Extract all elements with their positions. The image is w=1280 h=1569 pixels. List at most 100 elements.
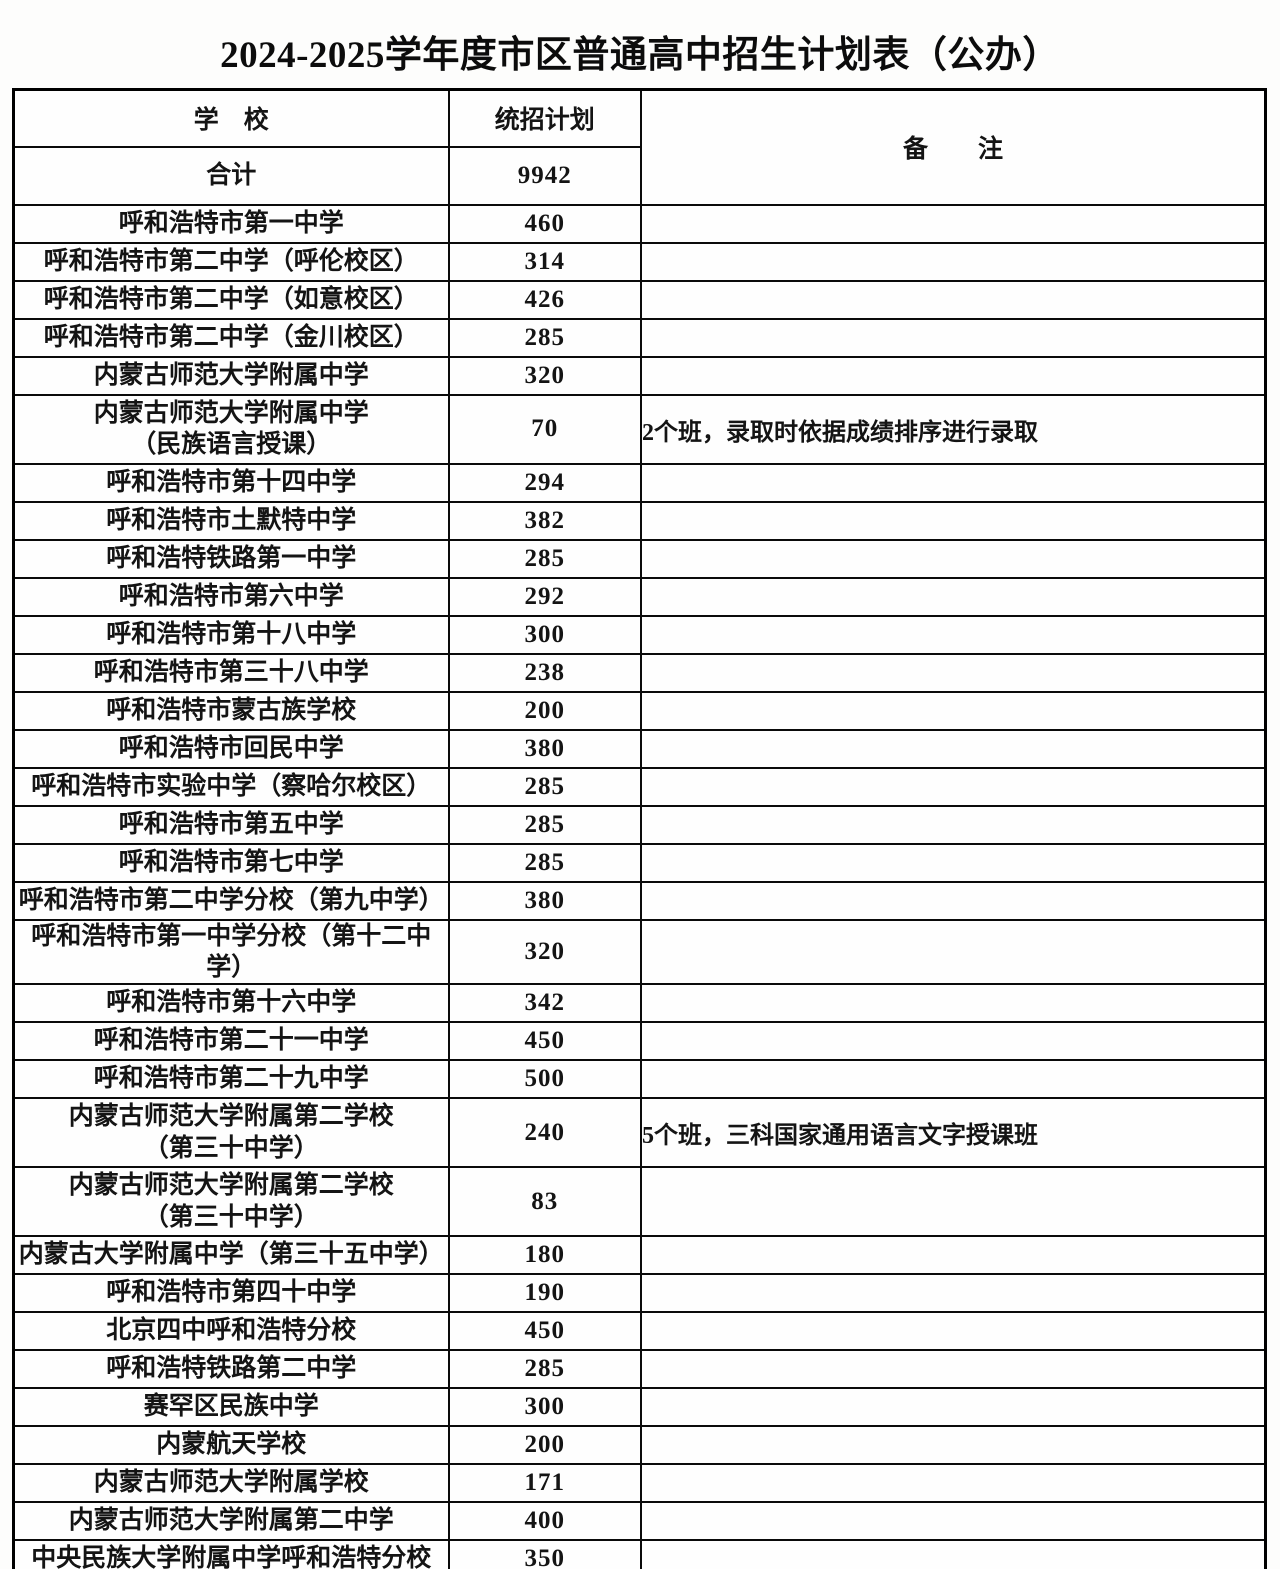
table-row: 呼和浩特市第一中学分校（第十二中学） 320 xyxy=(12,918,1267,985)
table-row: 内蒙古师范大学附属第二学校 （第三十中学） 240 5个班，三科国家通用语言文字… xyxy=(12,1097,1267,1168)
plan-count-cell: 190 xyxy=(447,1273,642,1313)
school-name-cell: 呼和浩特铁路第二中学 xyxy=(12,1349,450,1389)
remark-cell xyxy=(639,576,1267,617)
school-name-cell: 内蒙古师范大学附属学校 xyxy=(12,1463,450,1503)
table-row: 呼和浩特市蒙古族学校 200 xyxy=(12,690,1267,731)
remark-cell xyxy=(639,500,1267,541)
remark-cell xyxy=(639,1539,1267,1569)
plan-count-cell: 180 xyxy=(447,1235,642,1275)
school-name-cell: 内蒙古师范大学附属中学 xyxy=(12,355,450,396)
school-name: 北京四中呼和浩特分校 xyxy=(106,1317,357,1345)
table-row: 呼和浩特市第六中学 292 xyxy=(12,576,1267,617)
school-name: 呼和浩特市第七中学 xyxy=(118,848,344,876)
school-name: 内蒙古大学附属中学（第三十五中学） xyxy=(18,1241,444,1269)
school-name-cell: 赛罕区民族中学 xyxy=(12,1387,450,1427)
table-row: 中央民族大学附属中学呼和浩特分校 350 xyxy=(12,1539,1267,1569)
school-name: 呼和浩特市回民中学 xyxy=(118,734,344,762)
total-row: 合计 9942 xyxy=(12,145,1266,206)
table-row: 内蒙航天学校 200 xyxy=(12,1425,1267,1465)
school-name-line2: （民族语言授课） xyxy=(131,431,332,458)
table-row: 内蒙古师范大学附属学校 171 xyxy=(12,1463,1267,1503)
school-name-cell: 呼和浩特市第一中学分校（第十二中学） xyxy=(12,918,450,985)
school-name-cell: 呼和浩特市实验中学（察哈尔校区） xyxy=(12,766,450,807)
remark-cell xyxy=(639,279,1267,320)
plan-count-cell: 292 xyxy=(447,576,642,617)
plan-count-cell: 426 xyxy=(447,279,642,320)
remark-cell xyxy=(639,918,1267,985)
plan-count-cell: 200 xyxy=(447,690,642,731)
school-name: 内蒙古师范大学附属中学 xyxy=(93,399,369,427)
table-row: 呼和浩特市第十六中学 342 xyxy=(12,983,1267,1023)
table-body: 学 校 统招计划 备 注 合计 9942 呼和浩特市第一中学 460 呼和浩特市… xyxy=(12,88,1267,1569)
school-name-cell: 呼和浩特市第二十一中学 xyxy=(12,1021,450,1061)
table-row: 呼和浩特市第二十九中学 500 xyxy=(12,1059,1267,1099)
remark-cell xyxy=(639,317,1267,358)
school-name-line2: （第三十中学） xyxy=(143,1134,319,1162)
table-row: 内蒙古师范大学附属第二学校 （第三十中学） 83 xyxy=(12,1166,1267,1237)
table-row: 内蒙古师范大学附属中学 （民族语言授课） 70 2个班，录取时依据成绩排序进行录… xyxy=(12,393,1267,465)
table-row: 呼和浩特市第七中学 285 xyxy=(12,842,1267,883)
table-row: 内蒙古大学附属中学（第三十五中学） 180 xyxy=(12,1235,1267,1275)
page-title: 2024-2025学年度市区普通高中招生计划表（公办） xyxy=(220,35,1060,76)
remark-cell xyxy=(639,728,1267,769)
school-name-cell: 北京四中呼和浩特分校 xyxy=(12,1311,450,1351)
school-name: 呼和浩特市第一中学分校（第十二中学） xyxy=(31,922,432,981)
school-name: 呼和浩特市第二十一中学 xyxy=(93,1027,369,1055)
header-row: 学 校 统招计划 备 注 xyxy=(12,88,1267,206)
table-row: 呼和浩特市第二十一中学 450 xyxy=(12,1021,1267,1061)
plan-count-cell: 382 xyxy=(447,500,642,541)
remark-cell xyxy=(639,1425,1267,1465)
school-name: 呼和浩特市第二十九中学 xyxy=(93,1065,369,1093)
plan-count-cell: 400 xyxy=(447,1501,642,1541)
school-name: 呼和浩特市第十四中学 xyxy=(106,468,357,496)
remark-cell: 5个班，三科国家通用语言文字授课班 xyxy=(639,1097,1267,1168)
remark-cell xyxy=(639,1501,1267,1541)
plan-count-cell: 285 xyxy=(447,538,642,579)
school-name: 内蒙古师范大学附属第二中学 xyxy=(68,1507,394,1535)
school-name-cell: 呼和浩特市第四十中学 xyxy=(12,1273,450,1313)
remark-cell xyxy=(639,241,1267,282)
remark-column-header: 备 注 xyxy=(639,88,1267,206)
school-name: 呼和浩特铁路第一中学 xyxy=(106,544,357,572)
school-name: 呼和浩特市实验中学（察哈尔校区） xyxy=(31,772,432,800)
remark-cell xyxy=(639,1059,1267,1099)
table-row: 呼和浩特市回民中学 380 xyxy=(12,728,1267,769)
school-name-cell: 呼和浩特市回民中学 xyxy=(12,728,450,769)
school-name: 呼和浩特市第二中学分校（第九中学） xyxy=(18,886,444,914)
remark-cell xyxy=(639,1021,1267,1061)
school-name: 内蒙古师范大学附属第二学校 xyxy=(68,1103,394,1131)
table-row: 呼和浩特市第四十中学 190 xyxy=(12,1273,1267,1313)
school-name: 呼和浩特市第十六中学 xyxy=(106,989,357,1017)
school-name-cell: 呼和浩特市土默特中学 xyxy=(12,500,450,541)
plan-count-cell: 460 xyxy=(447,203,642,244)
plan-count-cell: 285 xyxy=(447,804,642,845)
remark-cell xyxy=(639,538,1267,579)
school-name-cell: 呼和浩特市第十六中学 xyxy=(12,983,450,1023)
remark-cell xyxy=(639,652,1267,693)
remark-cell xyxy=(639,842,1267,883)
table-row: 呼和浩特市第二中学（金川校区） 285 xyxy=(12,317,1267,358)
school-name-cell: 呼和浩特市第二十九中学 xyxy=(12,1059,450,1099)
plan-count-cell: 285 xyxy=(447,317,642,358)
plan-count-cell: 200 xyxy=(447,1425,642,1465)
remark-cell xyxy=(639,1349,1267,1389)
school-name: 内蒙古师范大学附属第二学校 xyxy=(68,1172,394,1200)
table-row: 呼和浩特市第一中学 460 xyxy=(12,203,1267,244)
table-row: 内蒙古师范大学附属中学 320 xyxy=(12,355,1267,396)
remark-cell xyxy=(639,1166,1267,1237)
plan-count-cell: 83 xyxy=(447,1166,642,1237)
school-name-cell: 呼和浩特市第六中学 xyxy=(12,576,450,617)
table-row: 呼和浩特市第五中学 285 xyxy=(12,804,1267,845)
total-label: 合计 xyxy=(12,145,450,206)
school-name: 内蒙古师范大学附属学校 xyxy=(93,1469,369,1497)
school-name-cell: 呼和浩特市第二中学分校（第九中学） xyxy=(12,880,450,921)
table-row: 呼和浩特市第三十八中学 238 xyxy=(12,652,1267,693)
school-name-cell: 呼和浩特市第一中学 xyxy=(12,203,450,244)
table-row: 呼和浩特市第二中学（呼伦校区） 314 xyxy=(12,241,1267,282)
plan-count-cell: 450 xyxy=(447,1021,642,1061)
plan-count-cell: 238 xyxy=(447,652,642,693)
table-row: 呼和浩特铁路第一中学 285 xyxy=(12,538,1267,579)
school-name: 呼和浩特市第二中学（呼伦校区） xyxy=(43,247,419,275)
remark-cell xyxy=(639,1235,1267,1275)
